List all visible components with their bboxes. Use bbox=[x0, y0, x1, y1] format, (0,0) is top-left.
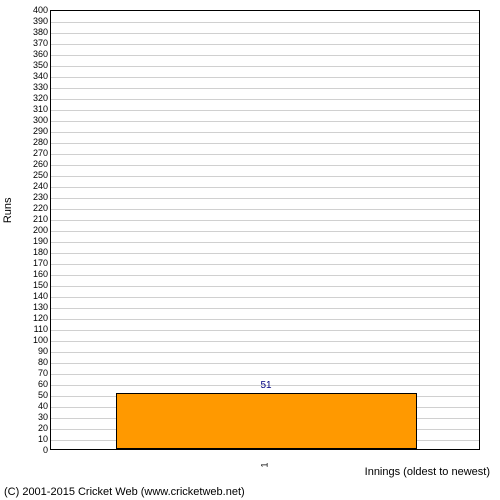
y-tick-label: 250 bbox=[33, 170, 48, 180]
y-tick-label: 90 bbox=[38, 346, 48, 356]
gridline bbox=[51, 33, 479, 34]
bar-value-label: 51 bbox=[260, 380, 271, 391]
y-tick-label: 220 bbox=[33, 203, 48, 213]
gridline bbox=[51, 319, 479, 320]
y-tick-label: 140 bbox=[33, 291, 48, 301]
y-tick-label: 330 bbox=[33, 82, 48, 92]
gridline bbox=[51, 198, 479, 199]
gridline bbox=[51, 341, 479, 342]
y-tick-label: 380 bbox=[33, 27, 48, 37]
y-tick-label: 260 bbox=[33, 159, 48, 169]
chart-plot-area: 51 bbox=[50, 10, 480, 450]
gridline bbox=[51, 374, 479, 375]
gridline bbox=[51, 242, 479, 243]
y-tick-label: 30 bbox=[38, 412, 48, 422]
gridline bbox=[51, 297, 479, 298]
gridline bbox=[51, 220, 479, 221]
y-axis-label: Runs bbox=[2, 197, 14, 223]
gridline bbox=[51, 77, 479, 78]
gridline bbox=[51, 176, 479, 177]
gridline bbox=[51, 132, 479, 133]
y-tick-label: 350 bbox=[33, 60, 48, 70]
gridline bbox=[51, 66, 479, 67]
gridline bbox=[51, 99, 479, 100]
y-tick-label: 40 bbox=[38, 401, 48, 411]
y-tick-label: 50 bbox=[38, 390, 48, 400]
y-tick-label: 290 bbox=[33, 126, 48, 136]
gridline bbox=[51, 121, 479, 122]
y-tick-label: 110 bbox=[34, 324, 48, 334]
y-tick-label: 10 bbox=[38, 434, 48, 444]
y-tick-label: 180 bbox=[33, 247, 48, 257]
x-tick-label: 1 bbox=[260, 462, 270, 467]
y-tick-label: 20 bbox=[38, 423, 48, 433]
gridline bbox=[51, 275, 479, 276]
bar bbox=[116, 393, 417, 449]
y-tick-label: 0 bbox=[43, 445, 48, 455]
y-tick-label: 210 bbox=[33, 214, 48, 224]
gridline bbox=[51, 286, 479, 287]
y-tick-label: 230 bbox=[33, 192, 48, 202]
y-tick-label: 310 bbox=[33, 104, 48, 114]
y-tick-label: 60 bbox=[38, 379, 48, 389]
gridline bbox=[51, 352, 479, 353]
y-tick-label: 300 bbox=[33, 115, 48, 125]
copyright-text: (C) 2001-2015 Cricket Web (www.cricketwe… bbox=[4, 486, 245, 498]
gridline bbox=[51, 55, 479, 56]
gridline bbox=[51, 88, 479, 89]
y-tick-label: 70 bbox=[38, 368, 48, 378]
y-tick-label: 390 bbox=[33, 16, 48, 26]
gridline bbox=[51, 231, 479, 232]
y-tick-label: 320 bbox=[33, 93, 48, 103]
gridline bbox=[51, 253, 479, 254]
gridline bbox=[51, 187, 479, 188]
gridline bbox=[51, 143, 479, 144]
gridline bbox=[51, 22, 479, 23]
y-tick-label: 360 bbox=[33, 49, 48, 59]
gridline bbox=[51, 264, 479, 265]
y-tick-label: 160 bbox=[33, 269, 48, 279]
x-axis-label: Innings (oldest to newest) bbox=[365, 466, 490, 478]
y-tick-label: 120 bbox=[33, 313, 48, 323]
gridline bbox=[51, 330, 479, 331]
y-tick-label: 200 bbox=[33, 225, 48, 235]
y-tick-label: 270 bbox=[33, 148, 48, 158]
y-tick-label: 170 bbox=[33, 258, 48, 268]
gridline bbox=[51, 308, 479, 309]
y-tick-label: 100 bbox=[33, 335, 48, 345]
y-tick-label: 80 bbox=[38, 357, 48, 367]
gridline bbox=[51, 110, 479, 111]
y-tick-label: 130 bbox=[33, 302, 48, 312]
y-tick-label: 280 bbox=[33, 137, 48, 147]
y-tick-label: 370 bbox=[33, 38, 48, 48]
y-tick-label: 190 bbox=[33, 236, 48, 246]
gridline bbox=[51, 154, 479, 155]
y-tick-label: 240 bbox=[33, 181, 48, 191]
plot-area: 51 bbox=[51, 11, 479, 449]
y-tick-label: 400 bbox=[33, 5, 48, 15]
gridline bbox=[51, 165, 479, 166]
y-tick-label: 340 bbox=[33, 71, 48, 81]
y-tick-label: 150 bbox=[33, 280, 48, 290]
gridline bbox=[51, 209, 479, 210]
gridline bbox=[51, 363, 479, 364]
gridline bbox=[51, 44, 479, 45]
